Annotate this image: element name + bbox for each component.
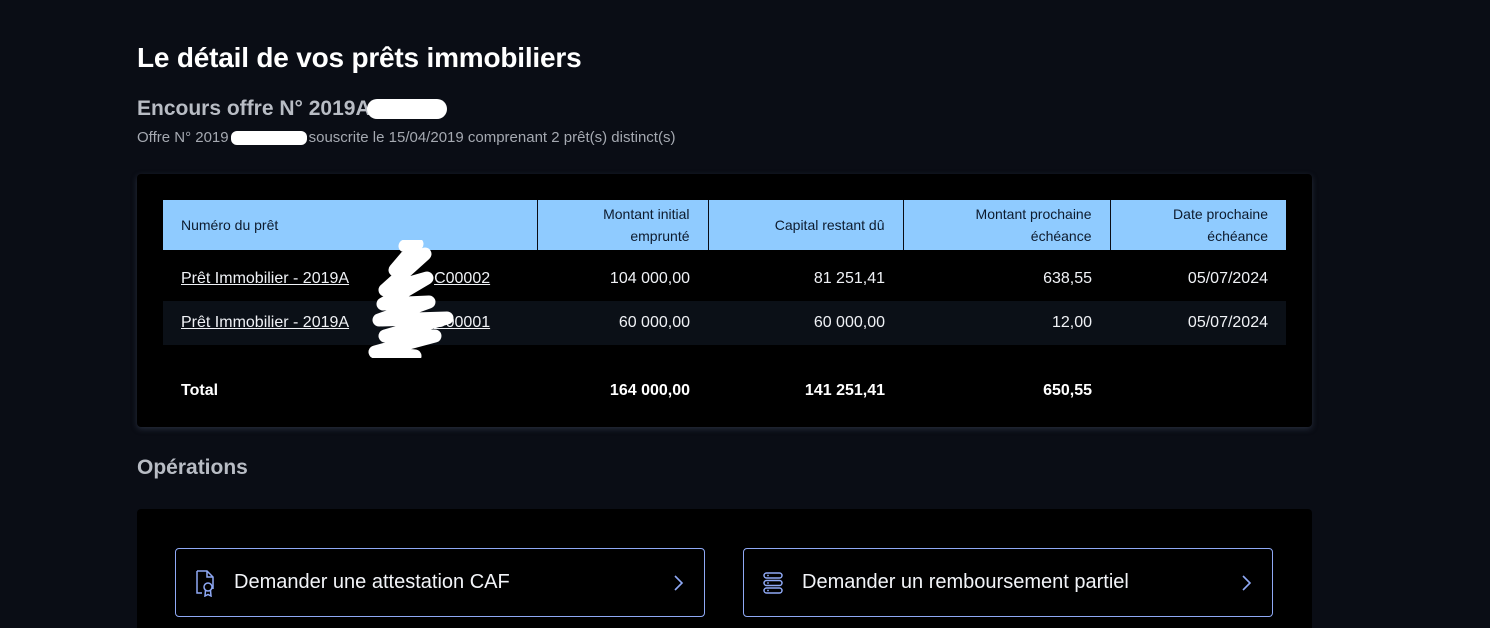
remaining-capital-cell: 60 000,00 bbox=[708, 301, 903, 345]
offer-desc-prefix: Offre N° 2019 bbox=[137, 129, 229, 146]
next-payment-cell: 12,00 bbox=[903, 301, 1110, 345]
total-row: Total 164 000,00 141 251,41 650,55 bbox=[163, 345, 1286, 421]
total-remaining-capital: 141 251,41 bbox=[804, 382, 885, 399]
request-caf-certificate-label: Demander une attestation CAF bbox=[234, 571, 510, 593]
loans-table: Numéro du prêt Montant initial emprunté C… bbox=[163, 200, 1286, 421]
loan-link[interactable]: Prêt Immobilier - 2019A C00002 bbox=[181, 270, 491, 287]
redaction-scribble bbox=[368, 240, 454, 358]
certificate-icon bbox=[193, 569, 217, 597]
loan-link-cell: Prêt Immobilier - 2019A C00002 bbox=[163, 257, 537, 301]
initial-amount-cell: 60 000,00 bbox=[537, 301, 708, 345]
initial-amount-cell: 104 000,00 bbox=[609, 270, 690, 287]
operations-title: Opérations bbox=[137, 456, 248, 479]
loan-link-cell: Prêt Immobilier - 2019A C00001 bbox=[163, 301, 537, 345]
col-header-next-payment: Montant prochaine échéance bbox=[903, 200, 1111, 250]
col-header-remaining-capital: Capital restant dû bbox=[708, 200, 904, 250]
chevron-right-icon bbox=[672, 574, 684, 591]
operations-card: Demander une attestation CAF Demander un… bbox=[137, 509, 1312, 628]
col-header-next-date: Date prochaine échéance bbox=[1110, 200, 1286, 250]
next-payment-cell: 638,55 bbox=[1043, 270, 1092, 287]
coin-stack-icon bbox=[761, 569, 785, 597]
total-label: Total bbox=[181, 382, 219, 399]
col-header-loan-number: Numéro du prêt bbox=[163, 200, 538, 250]
offer-description: Offre N° 2019 souscrite le 15/04/2019 com… bbox=[137, 129, 675, 146]
loans-card: Numéro du prêt Montant initial emprunté C… bbox=[137, 174, 1312, 427]
request-caf-certificate-button[interactable]: Demander une attestation CAF bbox=[175, 548, 705, 617]
offer-desc-suffix: souscrite le 15/04/2019 comprenant 2 prê… bbox=[308, 129, 676, 146]
table-row: Prêt Immobilier - 2019A C00002 104 000,00… bbox=[163, 257, 1286, 301]
table-row: Prêt Immobilier - 2019A C00001 60 000,00 … bbox=[163, 301, 1286, 345]
redacted-mask bbox=[230, 131, 307, 146]
total-empty-cell bbox=[1110, 345, 1286, 421]
request-partial-repayment-button[interactable]: Demander un remboursement partiel bbox=[743, 548, 1273, 617]
next-date-cell: 05/07/2024 bbox=[1187, 270, 1268, 287]
request-partial-repayment-label: Demander un remboursement partiel bbox=[802, 571, 1129, 593]
table-header-row: Numéro du prêt Montant initial emprunté C… bbox=[163, 200, 1286, 250]
offer-title: Encours offre N° 2019A bbox=[137, 97, 447, 121]
col-header-initial-amount: Montant initial emprunté bbox=[537, 200, 709, 250]
chevron-right-icon bbox=[1240, 574, 1252, 591]
redacted-mask bbox=[366, 99, 447, 120]
remaining-capital-cell: 81 251,41 bbox=[813, 270, 885, 287]
offer-title-text: Encours offre N° 2019A bbox=[137, 97, 371, 120]
total-initial-amount: 164 000,00 bbox=[609, 382, 690, 399]
total-next-payment: 650,55 bbox=[1043, 382, 1092, 399]
page-title: Le détail de vos prêts immobiliers bbox=[137, 42, 582, 73]
next-date-cell: 05/07/2024 bbox=[1110, 301, 1286, 345]
